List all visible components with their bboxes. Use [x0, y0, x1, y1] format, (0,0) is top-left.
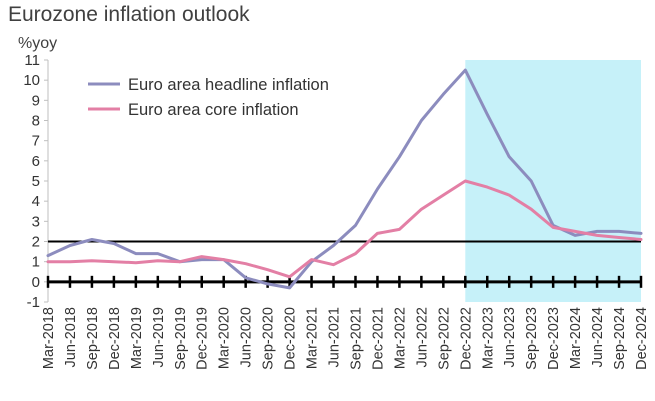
x-tick-label: Dec-2024: [634, 307, 650, 370]
x-tick-label: Jun-2023: [502, 307, 518, 367]
x-tick-label: Dec-2021: [370, 307, 386, 370]
x-tick-label: Mar-2023: [480, 307, 496, 369]
x-tick-label: Mar-2021: [305, 307, 321, 369]
headline-inflation-line: [46, 68, 643, 290]
y-tick-label: 5: [32, 173, 40, 190]
chart-title: Eurozone inflation outlook: [8, 3, 250, 26]
x-tick-label: Sep-2023: [524, 307, 540, 370]
y-tick-label: 11: [24, 52, 40, 69]
forecast-shaded-region: [465, 60, 641, 302]
x-tick-label: Jun-2022: [414, 307, 430, 367]
x-tick-label: Sep-2021: [348, 307, 364, 370]
x-tick-label: Sep-2024: [612, 307, 628, 370]
x-tick-label: Sep-2020: [261, 307, 277, 370]
y-tick-label: 7: [32, 133, 40, 150]
legend-label: Euro area core inflation: [128, 101, 299, 119]
x-tick-label: Jun-2020: [239, 307, 255, 367]
x-tick-label: Dec-2022: [458, 307, 474, 370]
x-tick-label: Jun-2019: [151, 307, 167, 367]
y-tick-label: 2: [32, 234, 40, 251]
x-tick-label: Mar-2024: [568, 307, 584, 369]
y-tick-label: 6: [32, 153, 40, 170]
x-tick-label: Sep-2022: [436, 307, 452, 370]
y-tick-label: 8: [32, 113, 40, 130]
x-tick-label: Dec-2023: [546, 307, 562, 370]
y-tick-label: 3: [32, 213, 40, 230]
x-tick-label: Jun-2024: [590, 307, 606, 367]
x-tick-label: Jun-2021: [327, 307, 343, 367]
y-tick-label: 4: [32, 193, 40, 210]
y-tick-label: 0: [32, 274, 40, 291]
core-inflation-line: [46, 179, 643, 279]
y-tick-label: 1: [32, 254, 40, 271]
x-tick-label: Mar-2022: [392, 307, 408, 369]
x-tick-label: Dec-2020: [283, 307, 299, 370]
y-tick-label: 10: [23, 72, 40, 89]
x-tick-label: Dec-2019: [195, 307, 211, 370]
x-tick-label: Dec-2018: [107, 307, 123, 370]
x-tick-label: Sep-2019: [173, 307, 189, 370]
x-tick-label: Mar-2018: [41, 307, 57, 369]
x-tick-label: Sep-2018: [85, 307, 101, 370]
legend-label: Euro area headline inflation: [128, 76, 329, 94]
x-tick-label: Jun-2018: [63, 307, 79, 367]
y-tick-label: 9: [32, 92, 40, 109]
y-tick-label: -1: [27, 294, 40, 311]
y-axis-unit-label: %yoy: [18, 35, 58, 52]
x-tick-label: Mar-2020: [217, 307, 233, 369]
x-tick-label: Mar-2019: [129, 307, 145, 369]
